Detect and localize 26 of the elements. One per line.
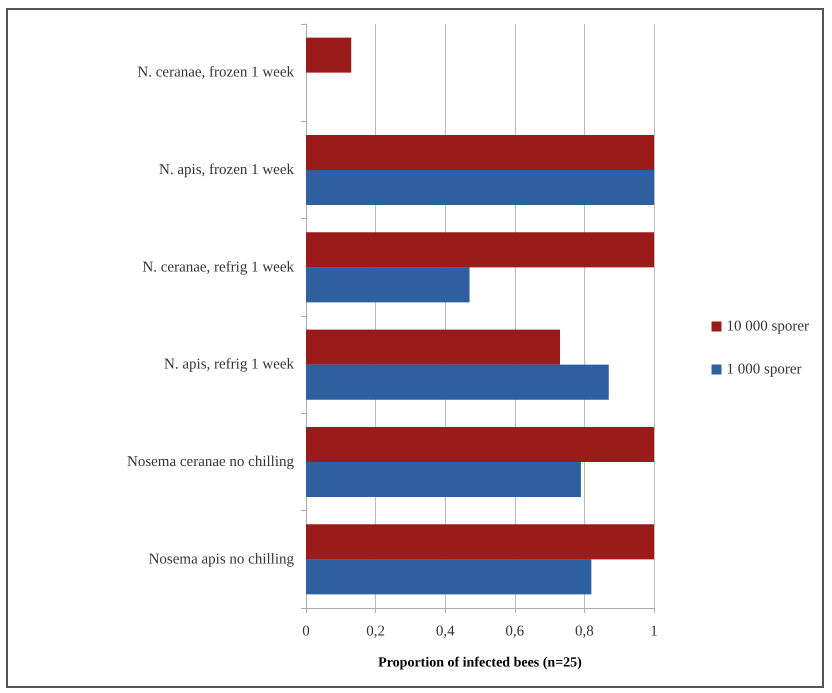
x-tick-label: 1 xyxy=(650,624,658,640)
bar xyxy=(306,330,560,365)
x-axis-title: Proportion of infected bees (n=25) xyxy=(378,656,582,670)
y-tick-label: N. ceranae, refrig 1 week xyxy=(142,259,294,276)
x-tick-label: 0,8 xyxy=(575,624,594,640)
y-tick-label: N. apis, refrig 1 week xyxy=(164,356,294,373)
y-tick-label: N. ceranae, frozen 1 week xyxy=(137,64,294,81)
bar xyxy=(306,232,654,268)
bar xyxy=(306,559,592,594)
y-tick-label: Nosema ceranae no chilling xyxy=(126,454,294,470)
bar xyxy=(306,426,654,462)
legend-label: 10 000 sporer xyxy=(726,318,810,334)
bar xyxy=(306,524,654,560)
bar xyxy=(306,267,470,302)
y-tick-label: Nosema apis no chilling xyxy=(148,551,294,568)
x-tick-label: 0,6 xyxy=(505,624,525,640)
x-tick-label: 0 xyxy=(302,624,310,640)
bar xyxy=(306,134,654,170)
bar xyxy=(306,38,352,73)
x-tick-label: 0,4 xyxy=(436,624,456,640)
bar xyxy=(306,364,609,400)
y-tick-label: N. apis, frozen 1 week xyxy=(159,162,294,178)
bar xyxy=(306,170,654,206)
bar xyxy=(306,462,581,498)
legend-label: 1 000 sporer xyxy=(726,362,802,378)
x-tick-label: 0,2 xyxy=(366,624,385,640)
